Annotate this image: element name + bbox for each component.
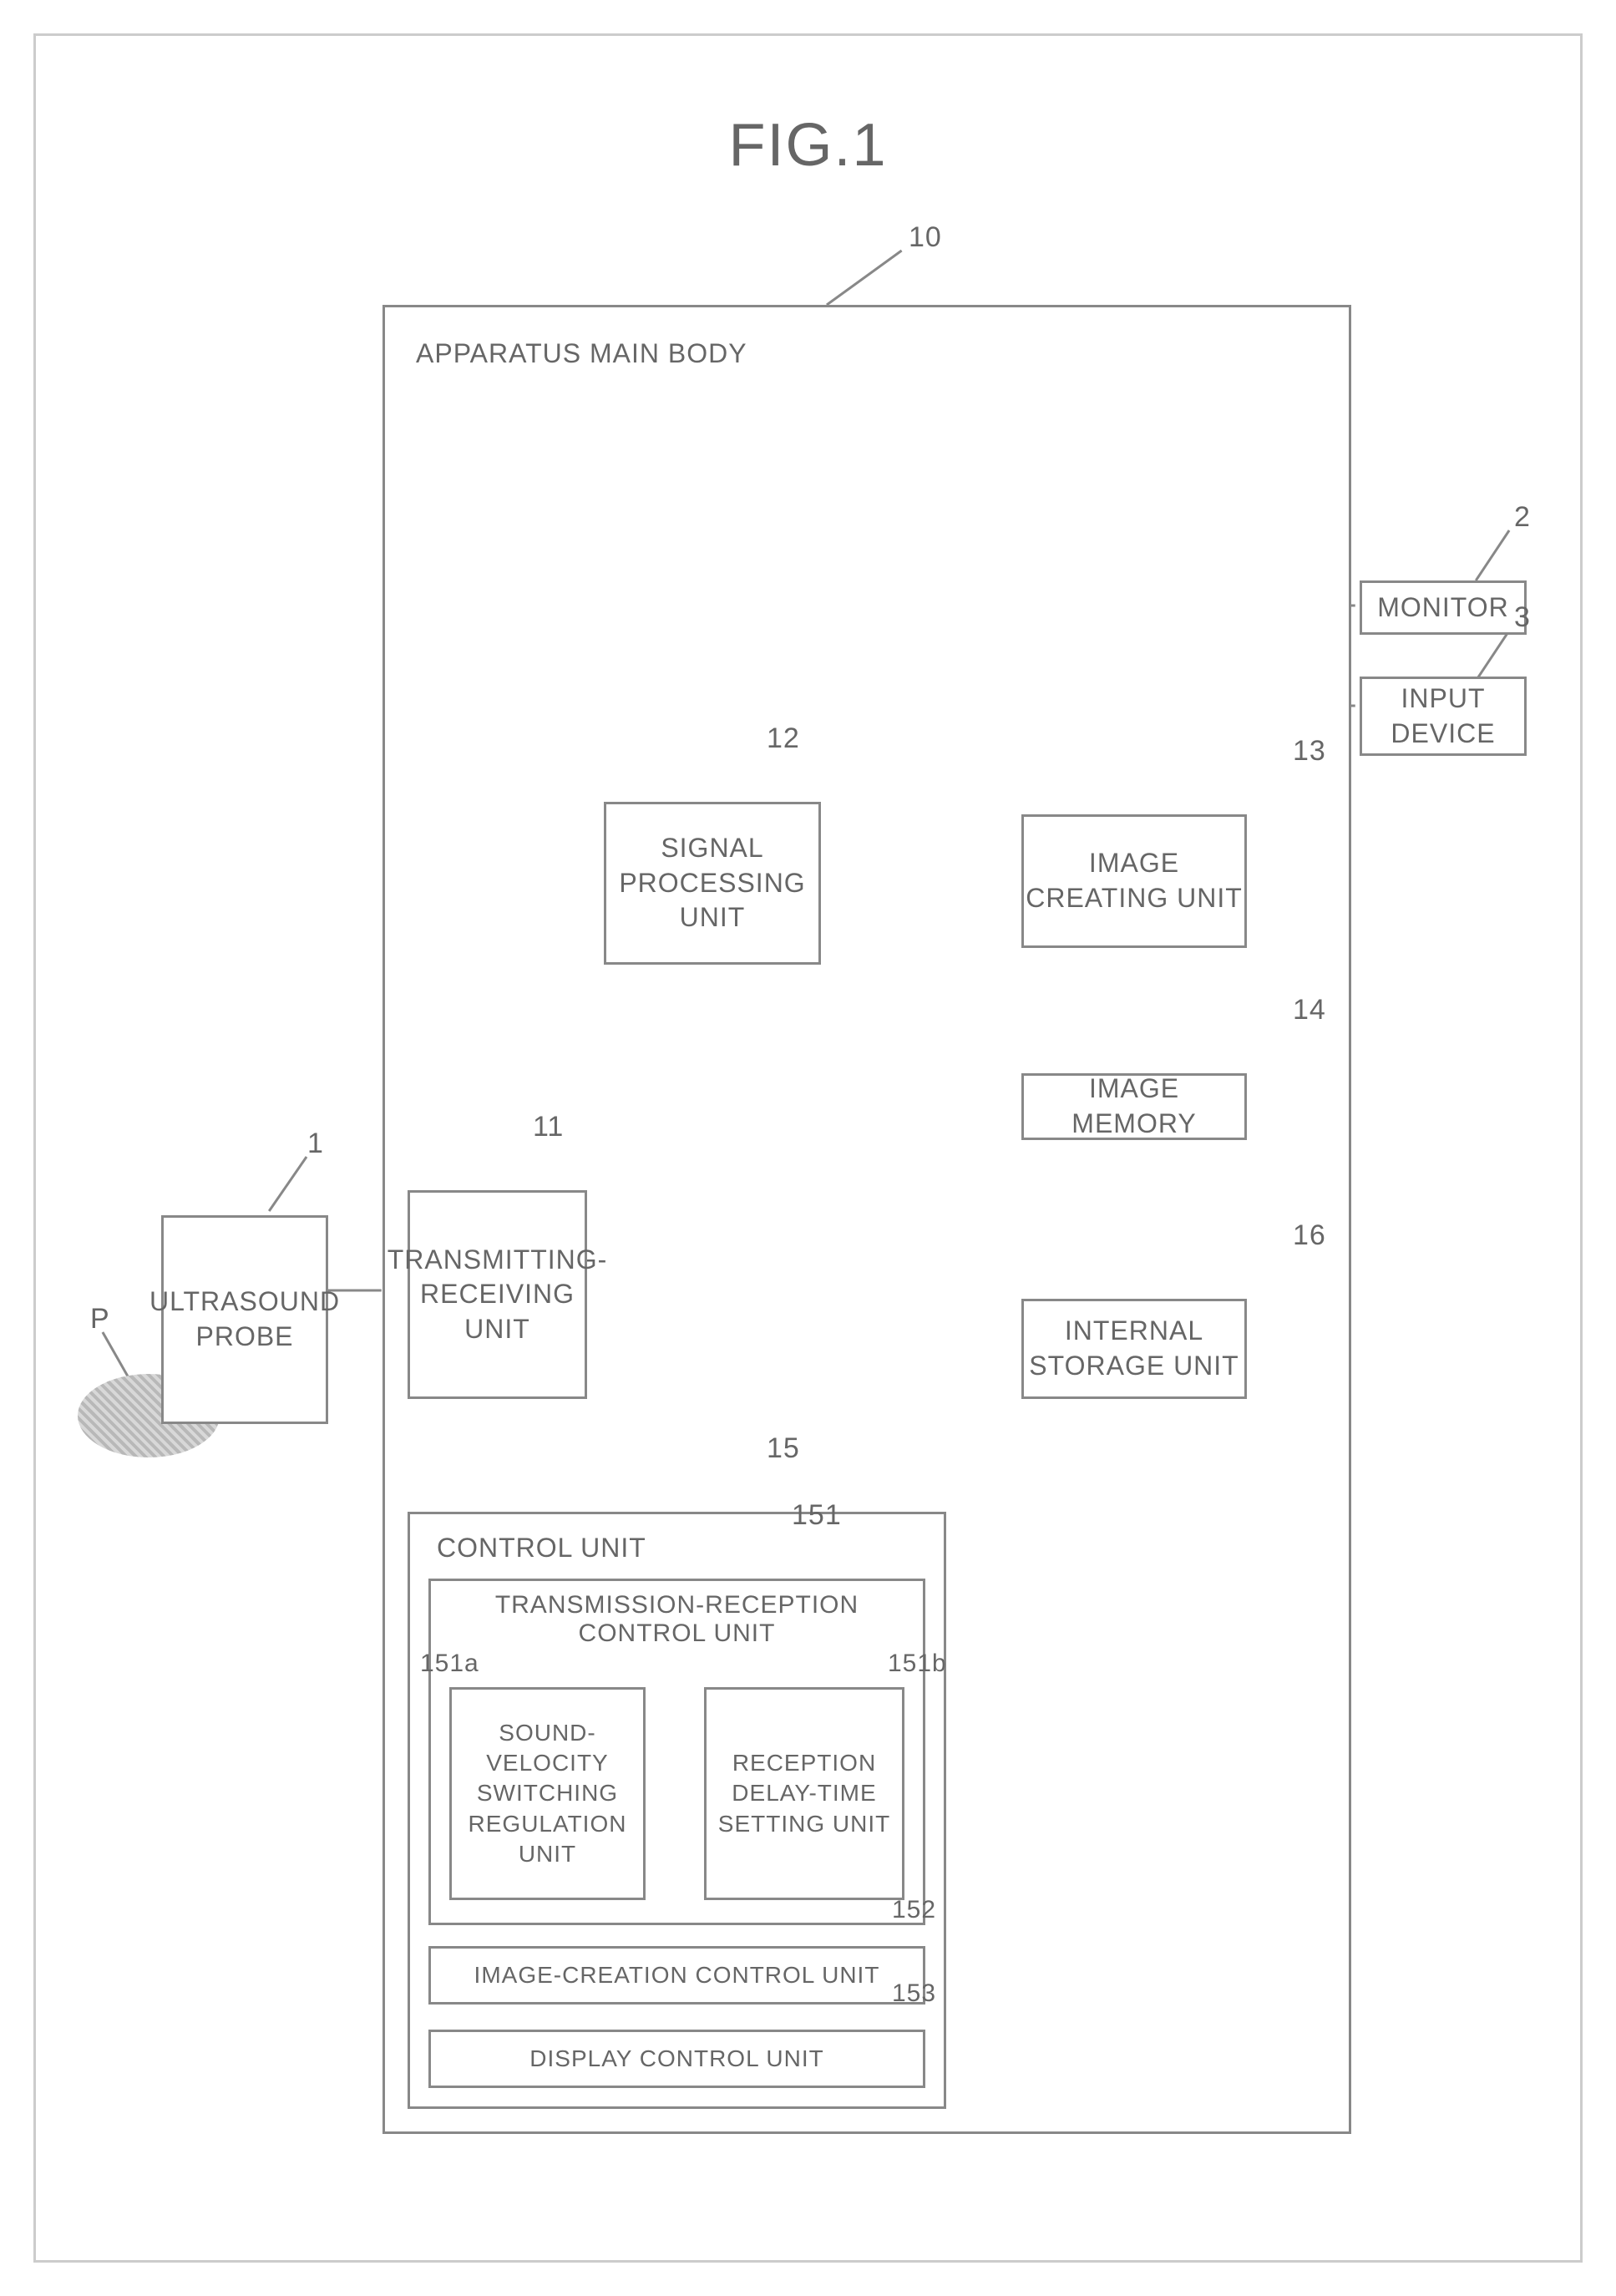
signal-processing-box: SIGNAL PROCESSING UNIT — [604, 802, 821, 965]
ultrasound-probe-text: ULTRASOUND PROBE — [149, 1285, 340, 1354]
diagram-area: P ULTRASOUND PROBE 1 APPARATUS MAIN BODY… — [78, 230, 1538, 2151]
rdts-box: RECEPTION DELAY-TIME SETTING UNIT — [704, 1687, 904, 1900]
page-frame: FIG.1 — [33, 33, 1583, 2263]
image-creating-box: IMAGE CREATING UNIT — [1021, 814, 1247, 948]
img-creation-ctrl-text: IMAGE-CREATION CONTROL UNIT — [474, 1960, 880, 1990]
display-ctrl-text: DISPLAY CONTROL UNIT — [529, 2044, 823, 2074]
svr-box: SOUND- VELOCITY SWITCHING REGULATION UNI… — [449, 1687, 646, 1900]
monitor-box: MONITOR — [1360, 580, 1527, 635]
monitor-text: MONITOR — [1377, 590, 1509, 626]
image-memory-box: IMAGE MEMORY — [1021, 1073, 1247, 1140]
svr-text: SOUND- VELOCITY SWITCHING REGULATION UNI… — [469, 1718, 627, 1870]
ultrasound-probe-box: ULTRASOUND PROBE — [161, 1215, 328, 1424]
image-create-num-label: 13 — [1293, 735, 1326, 768]
subject-label: P — [90, 1303, 110, 1336]
probe-num-label: 1 — [307, 1128, 324, 1160]
apparatus-num-label: 10 — [909, 221, 942, 254]
monitor-num-label: 2 — [1514, 501, 1531, 534]
signal-num-label: 12 — [767, 722, 800, 755]
apparatus-text: APPARATUS MAIN BODY — [416, 338, 747, 369]
img-creation-ctrl-num-label: 152 — [892, 1896, 936, 1924]
rdts-text: RECEPTION DELAY-TIME SETTING UNIT — [718, 1748, 890, 1839]
input-text: INPUT DEVICE — [1391, 682, 1495, 751]
rdts-num-label: 151b — [888, 1650, 947, 1678]
control-unit-text: CONTROL UNIT — [437, 1533, 646, 1564]
figure-title: FIG.1 — [78, 111, 1538, 180]
txrx-control-text: TRANSMISSION-RECEPTION CONTROL UNIT — [445, 1591, 909, 1648]
display-ctrl-box: DISPLAY CONTROL UNIT — [428, 2030, 925, 2088]
transmitting-receiving-box: TRANSMITTING- RECEIVING UNIT — [408, 1190, 587, 1399]
trx-num-label: 11 — [533, 1111, 564, 1143]
image-create-text: IMAGE CREATING UNIT — [1026, 846, 1243, 915]
input-num-label: 3 — [1514, 601, 1531, 634]
image-memory-num-label: 14 — [1293, 994, 1326, 1026]
internal-storage-box: INTERNAL STORAGE UNIT — [1021, 1299, 1247, 1399]
trx-text: TRANSMITTING- RECEIVING UNIT — [388, 1243, 608, 1347]
image-memory-text: IMAGE MEMORY — [1024, 1072, 1244, 1141]
txrx-num-label: 151 — [792, 1499, 842, 1532]
internal-storage-text: INTERNAL STORAGE UNIT — [1029, 1314, 1239, 1383]
control-num-label: 15 — [767, 1432, 800, 1465]
img-creation-ctrl-box: IMAGE-CREATION CONTROL UNIT — [428, 1946, 925, 2005]
svr-num-label: 151a — [420, 1650, 479, 1678]
input-device-box: INPUT DEVICE — [1360, 677, 1527, 756]
signal-text: SIGNAL PROCESSING UNIT — [619, 831, 805, 935]
internal-storage-num-label: 16 — [1293, 1219, 1326, 1252]
display-ctrl-num-label: 153 — [892, 1979, 936, 2008]
